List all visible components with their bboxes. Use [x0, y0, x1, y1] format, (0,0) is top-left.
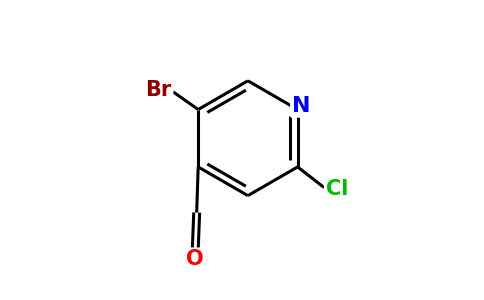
Text: O: O [186, 249, 204, 269]
Text: N: N [292, 96, 310, 116]
Text: Br: Br [145, 80, 172, 100]
Text: Cl: Cl [326, 179, 348, 199]
